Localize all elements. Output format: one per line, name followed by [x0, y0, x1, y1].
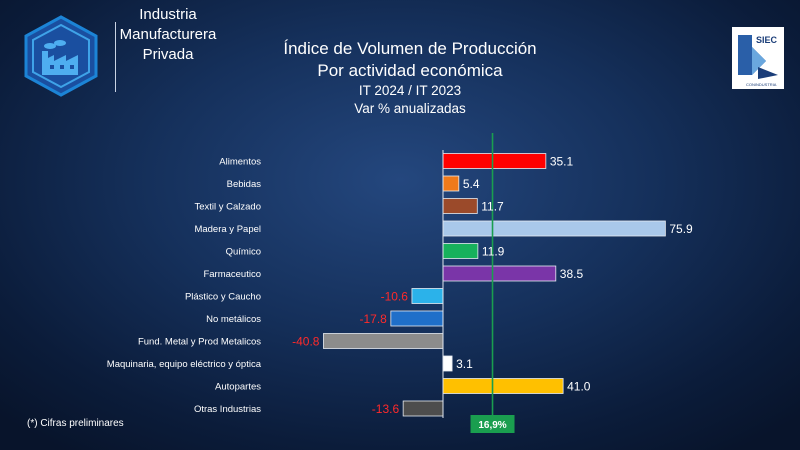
category-label: Alimentos [219, 157, 261, 168]
category-label: Otras Industrias [194, 404, 261, 415]
chart-metric: Var % anualizadas [354, 101, 466, 116]
chart-subtitle: Por actividad económica [317, 61, 503, 80]
reference-label: 16,9% [478, 420, 506, 431]
value-label: 3.1 [456, 357, 473, 371]
value-label: 75.9 [669, 222, 693, 236]
siec-logo-sub: CONINDUSTRIA [746, 82, 777, 87]
value-label: -13.6 [372, 402, 400, 416]
bar-5 [442, 265, 557, 282]
bar-10 [442, 378, 564, 394]
category-label: Autopartes [215, 382, 261, 393]
brand-line-1: Industria [139, 6, 197, 23]
bar-1 [442, 175, 460, 192]
bar-11 [402, 400, 444, 417]
factory-icon [42, 40, 78, 75]
category-label: Fund. Metal y Prod Metalicos [138, 337, 261, 348]
factory-logo [24, 15, 98, 97]
value-label: -17.8 [359, 312, 387, 326]
bar-2 [442, 198, 478, 214]
category-label: No metálicos [206, 314, 261, 325]
bar-7 [390, 310, 444, 327]
category-label: Farmaceutico [203, 269, 261, 280]
siec-logo-label: SIEC [756, 35, 778, 45]
chart-period: IT 2024 / IT 2023 [358, 83, 462, 98]
category-label: Madera y Papel [194, 224, 261, 235]
value-label: -40.8 [292, 335, 320, 349]
brand-line-3: Privada [142, 46, 194, 63]
value-label: 41.0 [567, 380, 591, 394]
category-label: Químico [226, 247, 261, 258]
category-label: Plástico y Caucho [185, 292, 261, 303]
brand-title: Industria Manufacturera Privada [118, 5, 218, 65]
category-label: Maquinaria, equipo eléctrico y óptica [107, 359, 262, 370]
bar-9 [442, 355, 453, 372]
reference-badge [470, 415, 515, 433]
category-label: Textil y Calzado [194, 202, 261, 213]
value-label: 11.9 [482, 245, 505, 259]
value-label: 35.1 [550, 155, 574, 169]
bar-8 [323, 333, 444, 349]
siec-logo: SIEC CONINDUSTRIA [732, 27, 784, 89]
header-divider [115, 22, 116, 92]
bar-0 [442, 153, 547, 169]
chart-title-block: Índice de Volumen de Producción Por acti… [200, 38, 620, 118]
footnote: (*) Cifras preliminares [27, 418, 124, 429]
brand-line-2: Manufacturera [119, 26, 217, 43]
bar-3 [442, 220, 666, 237]
bar-6 [411, 288, 444, 304]
chart-title: Índice de Volumen de Producción [283, 39, 537, 58]
value-label: 38.5 [560, 267, 584, 281]
bar-4 [442, 243, 479, 259]
category-label: Bebidas [227, 179, 262, 190]
value-label: -10.6 [381, 290, 409, 304]
value-label: 5.4 [463, 177, 480, 191]
value-label: 11.7 [481, 200, 504, 214]
